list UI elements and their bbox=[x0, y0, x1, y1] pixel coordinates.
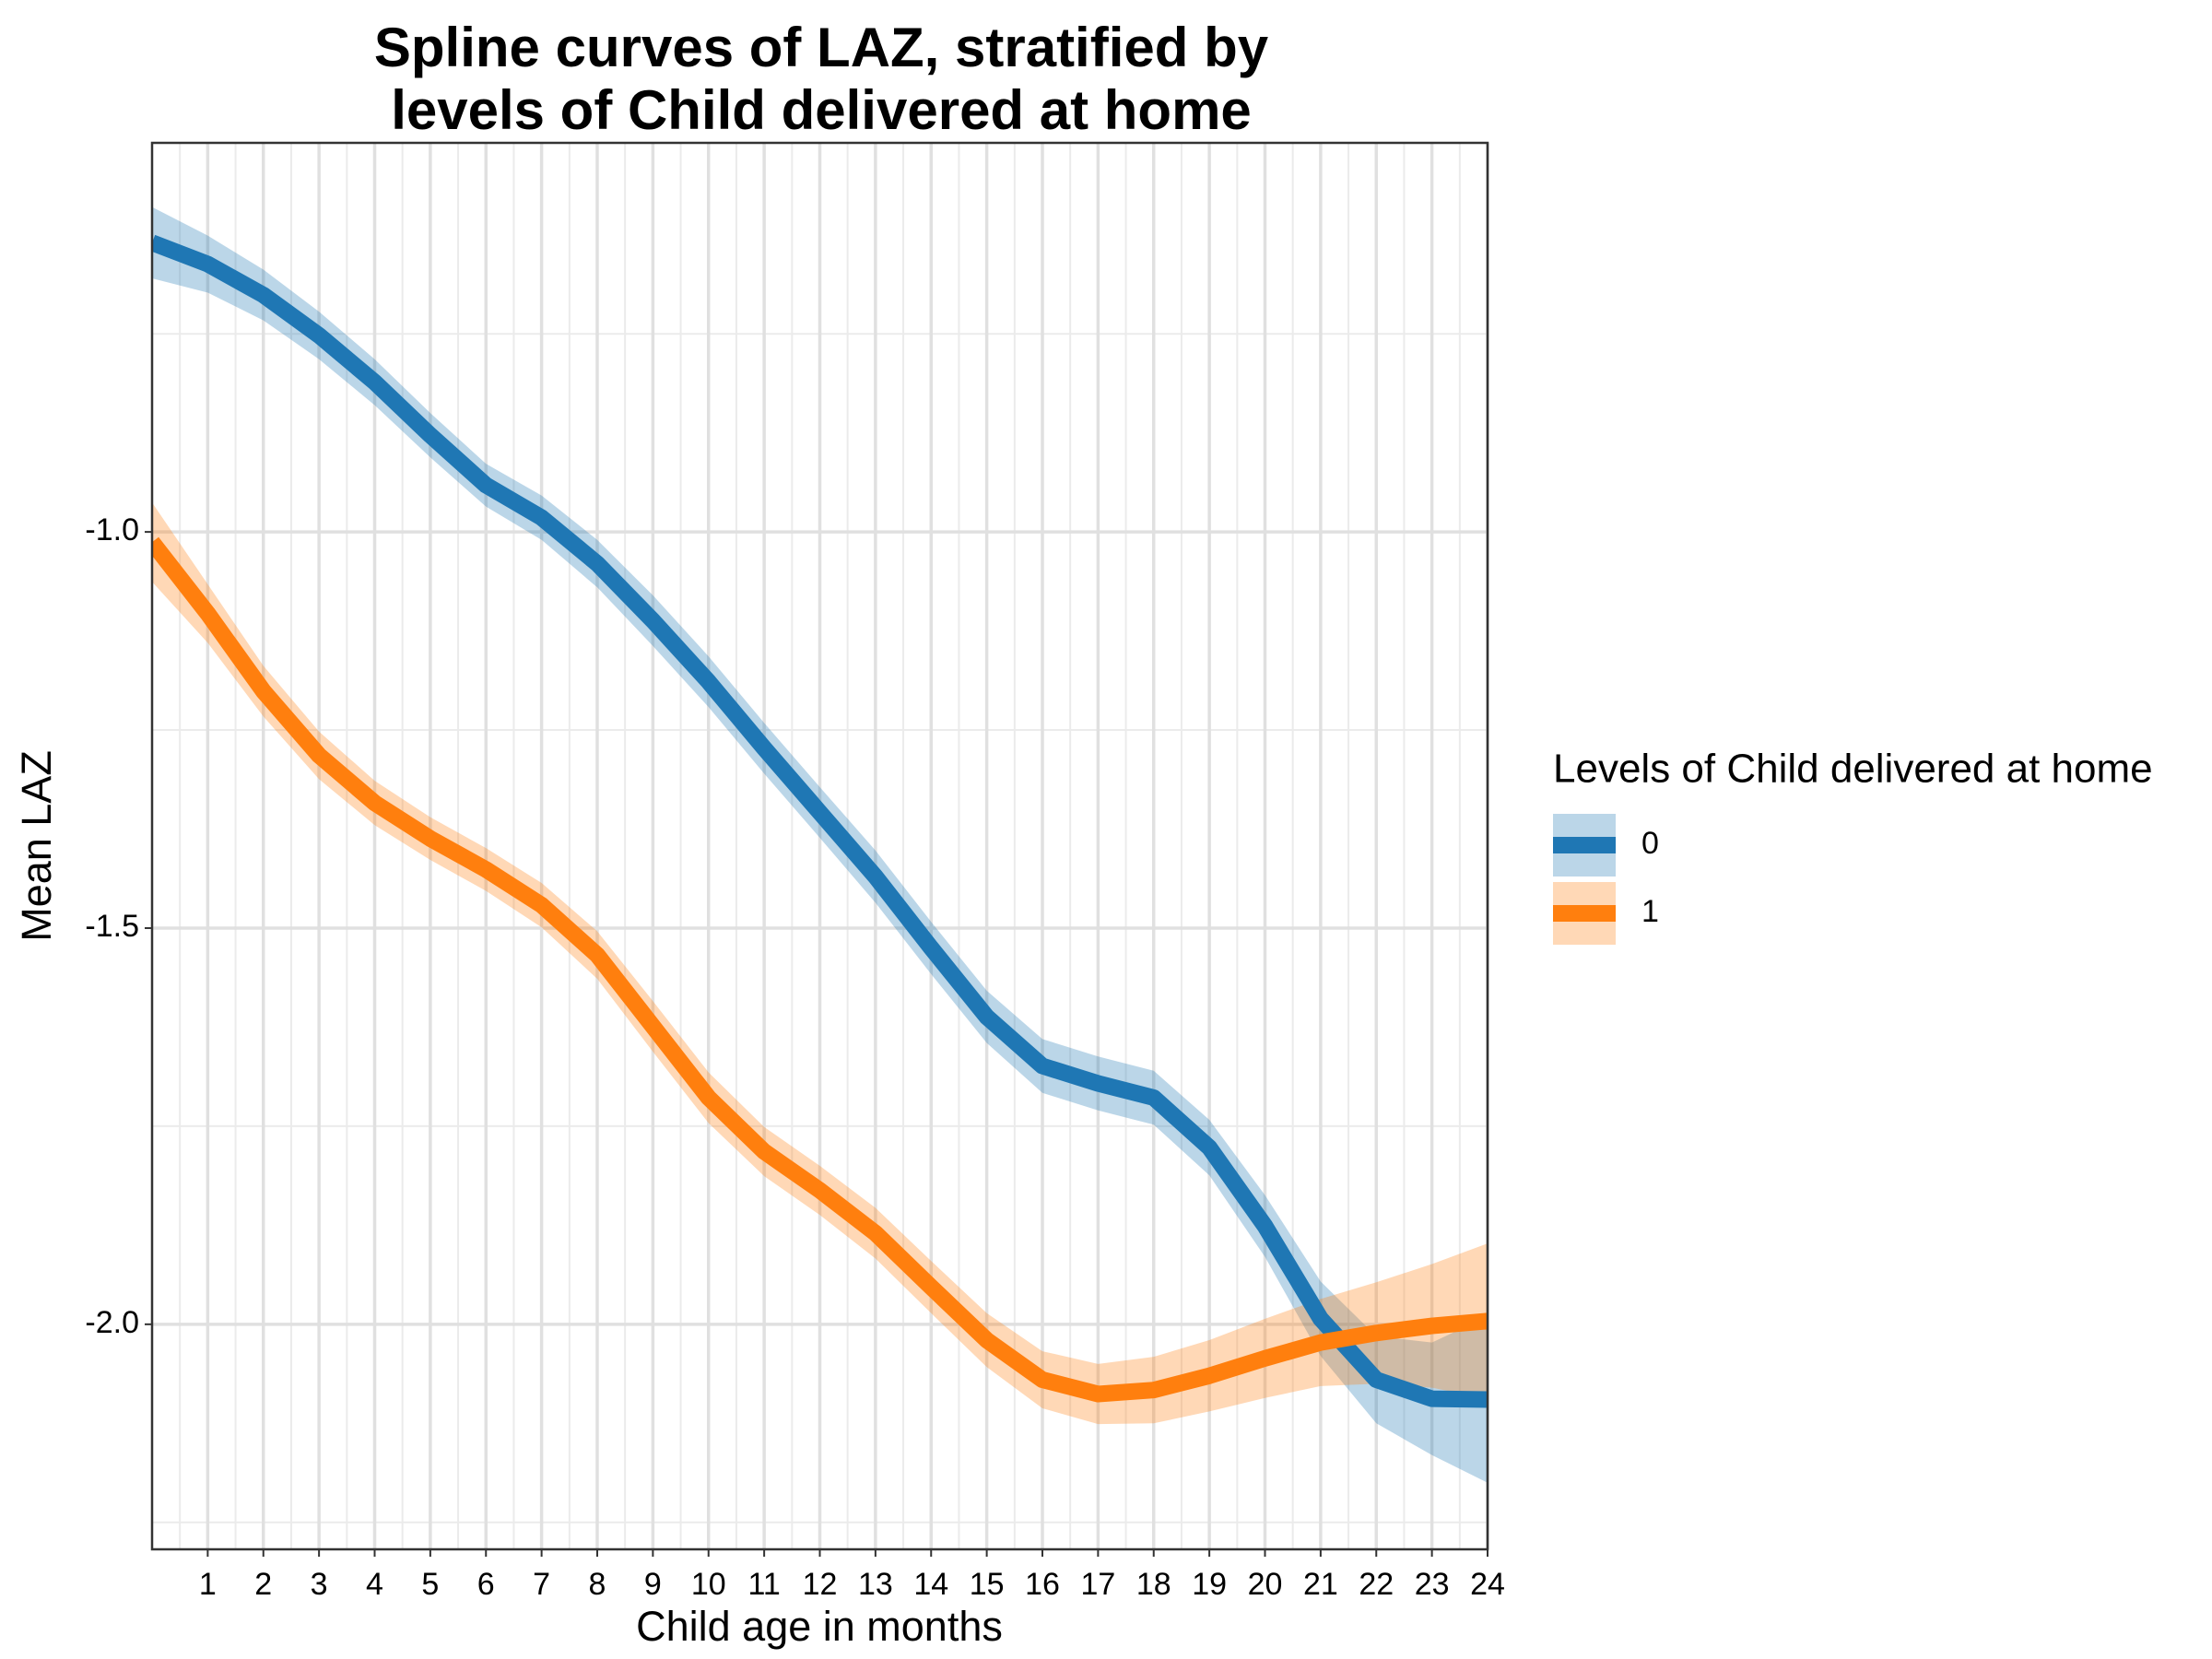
y-tick-label: -2.0 bbox=[85, 1305, 139, 1340]
x-tick-label: 24 bbox=[1470, 1567, 1505, 1602]
series-line bbox=[152, 234, 1488, 1408]
y-tick-label: -1.5 bbox=[85, 909, 139, 944]
x-tick-label: 17 bbox=[1080, 1567, 1115, 1602]
y-tick-label: -1.0 bbox=[85, 512, 139, 547]
x-axis-title: Child age in months bbox=[636, 1603, 1003, 1650]
x-tick-label: 9 bbox=[644, 1567, 662, 1602]
x-tick-label: 8 bbox=[589, 1567, 606, 1602]
series-line bbox=[152, 536, 1488, 1403]
x-tick-label: 10 bbox=[691, 1567, 726, 1602]
x-tick-label: 16 bbox=[1025, 1567, 1060, 1602]
x-tick-label: 1 bbox=[199, 1567, 217, 1602]
x-tick-label: 21 bbox=[1303, 1567, 1338, 1602]
x-tick-label: 11 bbox=[747, 1567, 780, 1602]
x-tick-label: 18 bbox=[1136, 1567, 1171, 1602]
x-tick-label: 3 bbox=[311, 1567, 328, 1602]
x-tick-label: 6 bbox=[477, 1567, 495, 1602]
x-tick-label: 14 bbox=[913, 1567, 948, 1602]
legend-title: Levels of Child delivered at home bbox=[1553, 747, 2153, 792]
chart-title: levels of Child delivered at home bbox=[391, 79, 1252, 141]
x-tick-label: 22 bbox=[1359, 1567, 1394, 1602]
x-tick-label: 12 bbox=[803, 1567, 838, 1602]
legend-label: 1 bbox=[1641, 894, 1659, 929]
legend-label: 0 bbox=[1641, 826, 1659, 861]
x-tick-label: 23 bbox=[1415, 1567, 1450, 1602]
x-tick-label: 7 bbox=[533, 1567, 550, 1602]
x-tick-label: 2 bbox=[254, 1567, 272, 1602]
plot-border bbox=[150, 141, 1489, 1551]
x-tick-label: 15 bbox=[970, 1567, 1005, 1602]
chart-title: Spline curves of LAZ, stratified by bbox=[374, 17, 1269, 78]
y-axis-title: Mean LAZ bbox=[13, 750, 60, 942]
x-tick-label: 19 bbox=[1192, 1567, 1227, 1602]
x-tick-label: 5 bbox=[421, 1567, 439, 1602]
plot-area bbox=[152, 206, 1488, 1483]
x-tick-label: 4 bbox=[366, 1567, 383, 1602]
x-tick-label: 20 bbox=[1248, 1567, 1283, 1602]
x-tick-label: 13 bbox=[858, 1567, 893, 1602]
